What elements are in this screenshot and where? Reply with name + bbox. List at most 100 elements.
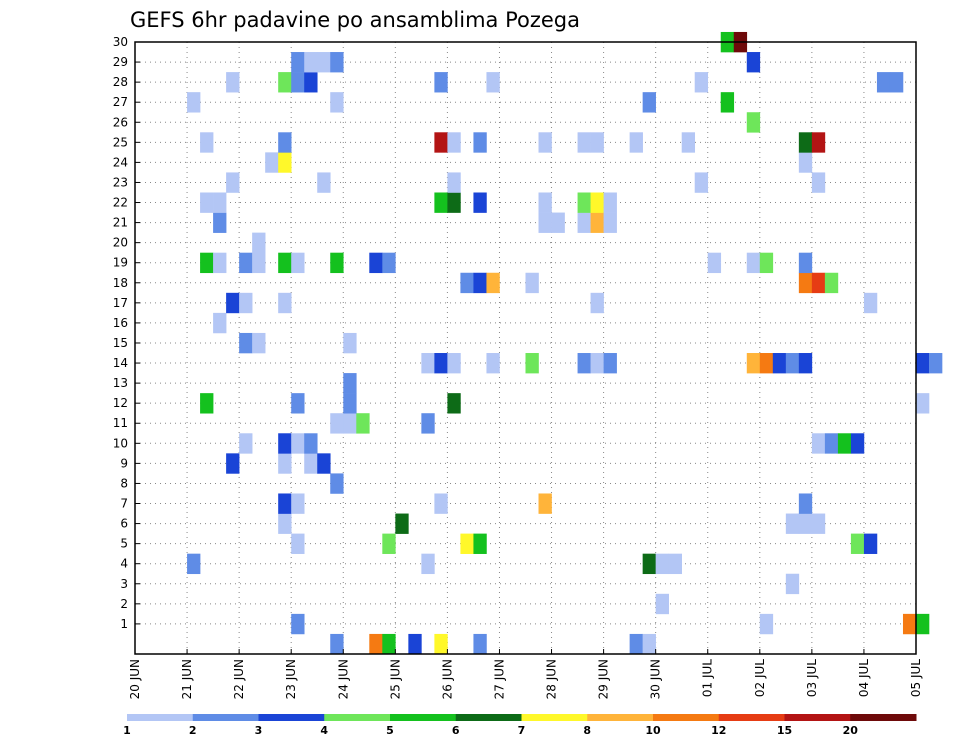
ensemble-cell: [317, 453, 331, 474]
ensemble-cell: [655, 593, 669, 615]
ensemble-cell: [330, 473, 344, 494]
ensemble-cell: [473, 132, 487, 153]
ensemble-cell: [291, 613, 305, 635]
y-axis-ticks: 1234567891011121314151617181920212223242…: [113, 35, 140, 631]
ensemble-cell: [655, 553, 669, 575]
y-tick-label: 18: [113, 276, 128, 290]
ensemble-cell: [317, 172, 331, 193]
colorbar-label: 10: [645, 724, 661, 737]
ensemble-cell: [811, 132, 826, 153]
ensemble-cell: [356, 413, 370, 434]
colorbar-label: 15: [777, 724, 792, 737]
ensemble-cell: [746, 353, 761, 374]
colorbar-swatch: [192, 714, 259, 721]
ensemble-cell: [187, 92, 201, 113]
ensemble-cell: [746, 52, 761, 73]
x-tick-label: 25 JUN: [388, 659, 402, 699]
colorbar-label: 1: [123, 724, 131, 737]
colorbar-label: 4: [320, 724, 328, 737]
y-tick-label: 9: [120, 456, 128, 470]
y-tick-label: 19: [113, 256, 128, 270]
ensemble-cell: [785, 353, 800, 374]
ensemble-cell: [916, 613, 930, 635]
ensemble-cell: [694, 72, 709, 93]
y-tick-label: 4: [120, 557, 128, 571]
ensemble-cell: [811, 172, 826, 193]
ensemble-cell: [330, 413, 344, 434]
x-tick-label: 21 JUN: [180, 659, 194, 699]
ensemble-cell: [681, 132, 696, 153]
ensemble-cell: [317, 52, 331, 73]
ensemble-cell: [811, 513, 826, 534]
x-axis-ticks: 20 JUN 21 JUN 22 JUN 23 JUN 24 JUN 25 JUN 26 J…: [128, 649, 923, 699]
ensemble-cell: [642, 553, 656, 575]
ensemble-cell: [252, 232, 266, 253]
colorbar-label: 8: [583, 724, 591, 737]
colorbar-swatch: [521, 714, 588, 721]
x-tick-label: 27 JUN: [492, 659, 506, 699]
ensemble-cell: [772, 353, 787, 374]
ensemble-cell: [863, 292, 878, 314]
ensemble-cell: [278, 252, 292, 274]
ensemble-cell: [330, 52, 344, 73]
ensemble-cell: [239, 292, 253, 314]
ensemble-cell: [798, 132, 813, 153]
colorbar-swatch: [390, 714, 457, 721]
ensemble-cell: [603, 353, 617, 374]
ensemble-cell: [213, 192, 227, 213]
chart-title: GEFS 6hr padavine po ansamblima Pozega: [130, 8, 580, 32]
colorbar-label: 6: [452, 724, 460, 737]
ensemble-cell: [486, 353, 500, 374]
colorbar-swatch: [258, 714, 325, 721]
y-tick-label: 8: [120, 476, 128, 490]
ensemble-cell: [369, 633, 383, 655]
ensemble-cell: [889, 72, 904, 93]
ensemble-cell: [278, 72, 292, 93]
ensemble-cell: [421, 353, 435, 374]
ensemble-cell: [824, 272, 839, 294]
y-tick-label: 25: [113, 135, 128, 149]
ensemble-cell: [929, 353, 943, 374]
ensemble-cell: [668, 553, 682, 575]
ensemble-cell: [642, 633, 656, 655]
colorbar-swatch: [324, 714, 391, 721]
ensemble-cell: [343, 393, 357, 414]
ensemble-cell: [304, 433, 318, 454]
ensemble-cell: [577, 353, 591, 374]
colorbar-label: 5: [386, 724, 394, 737]
colorbar-swatch: [718, 714, 785, 721]
ensemble-cell: [252, 332, 266, 354]
ensemble-cell: [811, 433, 826, 454]
ensemble-cell: [577, 132, 591, 153]
ensemble-cell: [525, 353, 539, 374]
x-tick-label: 20 JUN: [128, 659, 142, 699]
x-tick-label: 22 JUN: [232, 659, 246, 699]
x-tick-label: 04 JUL: [857, 659, 871, 697]
ensemble-cell: [798, 513, 813, 534]
ensemble-cell: [434, 353, 448, 374]
x-tick-label: 29 JUN: [597, 659, 611, 699]
ensemble-cell: [252, 252, 266, 274]
ensemble-cell: [785, 573, 800, 595]
ensemble-cell: [239, 433, 253, 454]
ensemble-cell: [395, 513, 409, 534]
colorbar-swatch: [455, 714, 522, 721]
ensemble-cell: [746, 112, 761, 133]
ensemble-cell: [759, 252, 774, 274]
ensemble-cell: [226, 453, 240, 474]
ensemble-cell: [187, 553, 201, 575]
ensemble-cell: [538, 212, 552, 233]
ensemble-cell: [473, 633, 487, 655]
ensemble-cell: [603, 212, 617, 233]
x-tick-label: 02 JUL: [753, 659, 767, 697]
y-tick-label: 27: [113, 95, 128, 109]
ensemble-cell: [291, 52, 305, 73]
ensemble-cell: [460, 272, 474, 294]
ensemble-cell: [447, 393, 461, 414]
ensemble-cell: [785, 513, 800, 534]
ensemble-cell: [434, 493, 448, 514]
ensemble-cell: [200, 393, 214, 414]
ensemble-cell: [486, 272, 500, 294]
y-tick-label: 3: [120, 577, 128, 591]
